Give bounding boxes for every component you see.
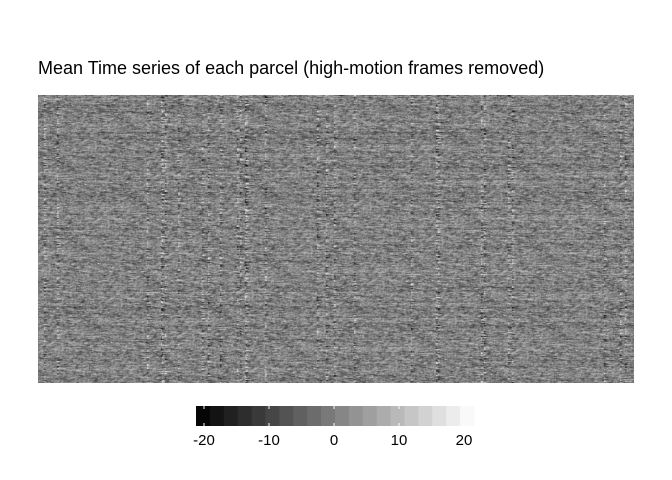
colorbar-tick-labels: -20 -10 0 10 20 bbox=[193, 432, 472, 449]
colorbar-band bbox=[432, 406, 447, 426]
colorbar-tick-label: 0 bbox=[330, 432, 338, 449]
heatmap-matrix bbox=[38, 95, 634, 383]
colorbar-band bbox=[196, 406, 211, 426]
colorbar-band bbox=[390, 406, 405, 426]
colorbar-band bbox=[460, 406, 475, 426]
colorbar-tick-label: 20 bbox=[456, 432, 473, 449]
colorbar-band bbox=[348, 406, 364, 426]
colorbar-tick-label: -20 bbox=[193, 432, 215, 449]
colorbar-band bbox=[251, 406, 266, 426]
colorbar-ticks bbox=[203, 406, 465, 426]
colorbar-band bbox=[446, 406, 461, 426]
colorbar-band bbox=[265, 406, 280, 426]
colorbar-band bbox=[209, 406, 225, 426]
colorbar-band bbox=[279, 406, 294, 426]
colorbar-band bbox=[321, 406, 336, 426]
colorbar-tick-label: -10 bbox=[258, 432, 280, 449]
colorbar-band bbox=[307, 406, 322, 426]
colorbar-band bbox=[418, 406, 433, 426]
colorbar-band bbox=[376, 406, 392, 426]
colorbar-band bbox=[404, 406, 419, 426]
colorbar-band bbox=[362, 406, 378, 426]
colorbar-band bbox=[335, 406, 350, 426]
colorbar-band bbox=[237, 406, 253, 426]
chart-title: Mean Time series of each parcel (high-mo… bbox=[38, 58, 545, 78]
colorbar-band bbox=[223, 406, 239, 426]
colorbar-tick-label: 10 bbox=[391, 432, 408, 449]
heatmap-cells bbox=[38, 95, 634, 383]
colorbar-band bbox=[293, 406, 308, 426]
colorbar-bands bbox=[196, 406, 475, 426]
